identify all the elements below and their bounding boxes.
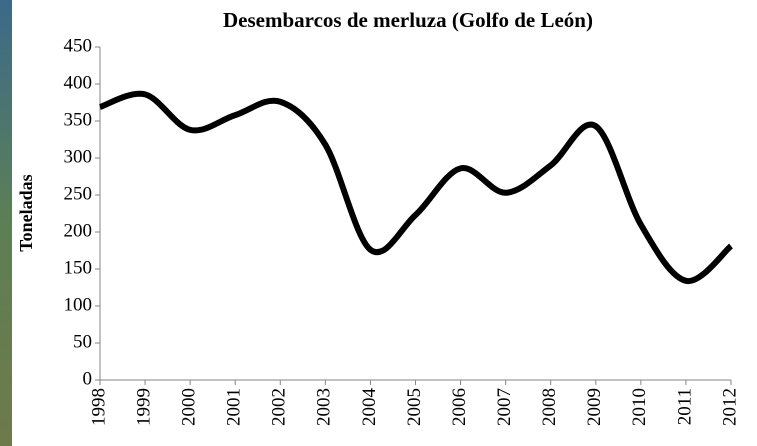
y-tick-label: 350 <box>64 109 93 130</box>
x-tick-label: 1999 <box>133 388 154 426</box>
x-tick-label: 2009 <box>584 388 605 426</box>
x-tick-label: 2010 <box>629 388 650 426</box>
x-tick-label: 1998 <box>88 388 109 426</box>
y-tick-label: 0 <box>83 368 93 389</box>
background-photo-strip <box>0 0 12 446</box>
x-tick-label: 2011 <box>674 388 695 425</box>
data-line <box>98 90 734 284</box>
chart-title: Desembarcos de merluza (Golfo de León) <box>223 8 593 32</box>
x-tick-label: 2000 <box>179 388 200 426</box>
x-tick-label: 2004 <box>359 388 380 427</box>
y-tick-label: 400 <box>64 72 93 93</box>
y-tick-label: 250 <box>64 183 93 204</box>
y-tick-label: 100 <box>64 294 93 315</box>
x-tick-label: 2003 <box>314 388 335 426</box>
x-tick-label: 2001 <box>224 388 245 426</box>
y-tick-label: 300 <box>64 146 93 167</box>
y-tick-label: 150 <box>64 257 93 278</box>
y-tick-label: 200 <box>64 220 93 241</box>
x-tick-label: 2007 <box>494 388 515 426</box>
x-tick-label: 2012 <box>719 388 740 426</box>
y-axis-label: Toneladas <box>16 174 36 251</box>
y-tick-label: 450 <box>64 35 93 56</box>
y-tick-label: 50 <box>73 331 92 352</box>
x-tick-label: 2002 <box>269 388 290 426</box>
x-tick-label: 2008 <box>539 388 560 426</box>
x-tick-label: 2005 <box>404 388 425 426</box>
x-tick-label: 2006 <box>449 388 470 426</box>
